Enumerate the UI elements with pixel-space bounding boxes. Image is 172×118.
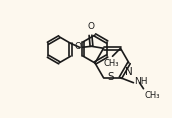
Text: N: N	[125, 67, 133, 77]
Text: O: O	[74, 42, 82, 51]
Text: O: O	[87, 22, 94, 31]
Text: NH: NH	[135, 77, 148, 86]
Text: CH₃: CH₃	[104, 59, 119, 68]
Text: CH₃: CH₃	[144, 91, 160, 100]
Text: S: S	[107, 72, 114, 82]
